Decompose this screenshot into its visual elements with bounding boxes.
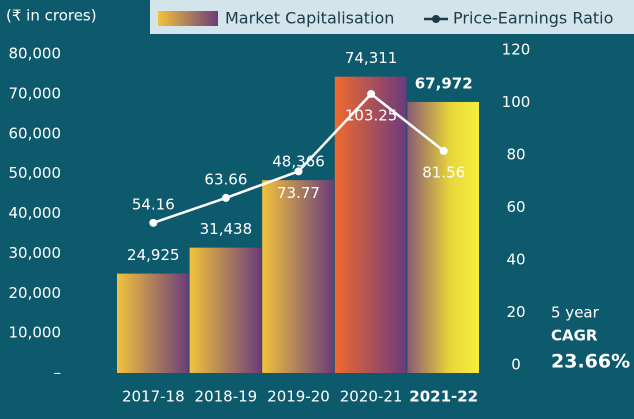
annotation: 5 year <box>551 304 600 322</box>
line-point <box>367 89 376 98</box>
y-tick-label: – <box>54 364 62 382</box>
legend-label: Price-Earnings Ratio <box>453 9 613 28</box>
legend-swatch <box>158 11 218 26</box>
line-point <box>439 146 448 155</box>
annotation: CAGR <box>551 327 598 345</box>
legend-background <box>150 0 634 34</box>
x-tick-label: 2018-19 <box>195 388 258 406</box>
y2-tick-label: 40 <box>506 251 525 269</box>
line-value-label: 63.66 <box>204 170 247 188</box>
bar-value-label: 24,925 <box>127 246 180 264</box>
y-tick-label: 70,000 <box>9 84 62 102</box>
y-tick-label: 10,000 <box>9 324 62 342</box>
annotation: 23.66% <box>551 351 630 373</box>
y-tick-label: 60,000 <box>9 124 62 142</box>
x-tick-label: 2019-20 <box>267 388 330 406</box>
y2-tick-label: 100 <box>502 93 531 111</box>
line-value-label: 81.56 <box>422 163 465 181</box>
y2-tick-label: 120 <box>502 41 531 59</box>
y2-tick-label: 20 <box>506 303 525 321</box>
line-value-label: 73.77 <box>277 184 320 202</box>
line-point <box>221 193 230 202</box>
unit-label: (₹ in crores) <box>6 7 97 25</box>
y-tick-label: 50,000 <box>9 164 62 182</box>
y-tick-label: 20,000 <box>9 284 62 302</box>
legend-marker <box>432 15 440 23</box>
x-tick-label: 2020-21 <box>340 388 403 406</box>
line-value-label: 103.25 <box>345 106 398 124</box>
y2-tick-label: 60 <box>506 198 525 216</box>
bar-value-label: 31,438 <box>200 220 253 238</box>
bar-value-label: 74,311 <box>345 49 398 67</box>
bar <box>334 76 407 374</box>
y2-tick-label: 0 <box>511 356 521 374</box>
legend-label: Market Capitalisation <box>225 9 394 28</box>
y-tick-label: 30,000 <box>9 244 62 262</box>
bar <box>117 273 189 373</box>
y-tick-label: 80,000 <box>9 45 62 63</box>
line-point <box>294 167 303 176</box>
line-point <box>149 218 158 227</box>
bar <box>407 101 479 374</box>
bar <box>262 180 334 373</box>
x-tick-label: 2021-22 <box>409 388 478 406</box>
bar <box>189 247 262 373</box>
y-tick-label: 40,000 <box>9 204 62 222</box>
x-tick-label: 2017-18 <box>122 388 185 406</box>
y2-tick-label: 80 <box>506 146 525 164</box>
bar-value-label: 67,972 <box>415 74 473 92</box>
line-value-label: 54.16 <box>132 195 175 213</box>
